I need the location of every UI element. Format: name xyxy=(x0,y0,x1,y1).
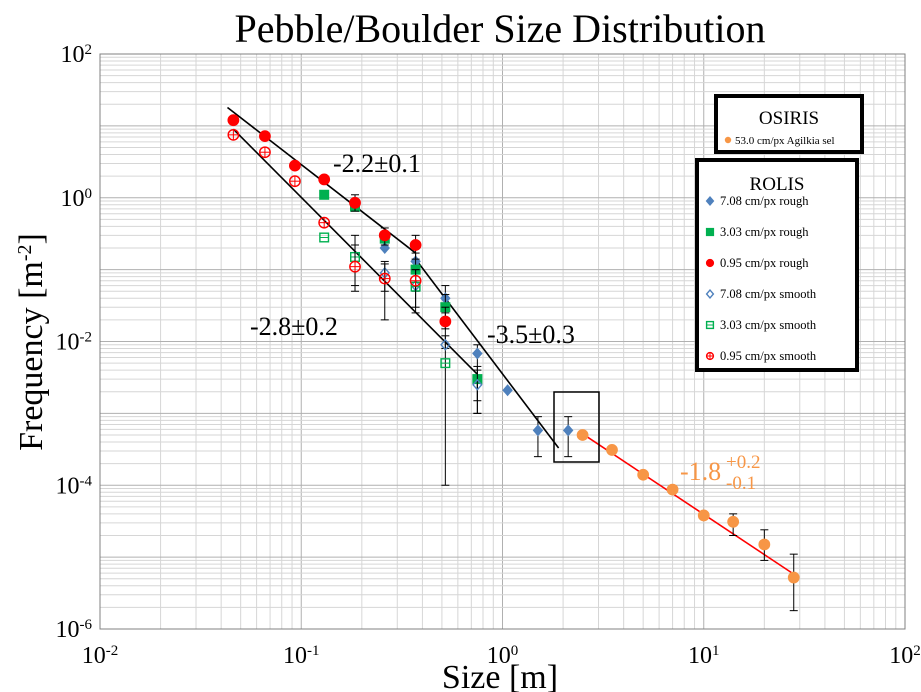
x-tick-base: 10 xyxy=(487,643,511,669)
fit-label-osiris-sup: +0.2 xyxy=(726,452,760,473)
legend-rolis-box xyxy=(695,158,859,372)
y-tick-exp: -2 xyxy=(80,330,93,346)
y-tick-base: 10 xyxy=(56,617,80,643)
data-point-r095 xyxy=(259,130,271,143)
legend-entry-r708: 7.08 cm/px rough xyxy=(720,194,809,208)
y-tick-label: 102 xyxy=(61,42,93,68)
y-tick-label: 100 xyxy=(61,186,93,212)
y-tick-exp: 2 xyxy=(85,42,93,58)
legend-rolis-entries: 7.08 cm/px rough 3.03 cm/px rough 0.95 cm/… xyxy=(705,194,817,363)
data-point-r095 xyxy=(318,173,331,186)
legend-entry-osiris: 53.0 cm/px Agilkia sel xyxy=(735,135,835,147)
legend-entry-s708: 7.08 cm/px smooth xyxy=(720,287,817,301)
fit-label-smooth: -2.8±0.2 xyxy=(250,312,338,341)
x-tick-label: 101 xyxy=(688,643,720,669)
data-point-osiris xyxy=(606,444,618,456)
fit-line xyxy=(414,258,560,449)
data-point-r095 xyxy=(227,114,240,127)
legend-marker-r095 xyxy=(705,258,715,268)
data-point-osiris xyxy=(576,429,589,441)
legend-osiris-title: OSIRIS xyxy=(759,108,819,129)
y-tick-base: 10 xyxy=(56,330,80,356)
x-tick-base: 10 xyxy=(82,643,106,669)
data-point-r708 xyxy=(379,241,390,255)
fit-label-osiris-sub: -0.1 xyxy=(726,473,756,494)
legend-entry-s095: 0.95 cm/px smooth xyxy=(720,349,817,363)
y-tick-label: 10-2 xyxy=(56,330,93,356)
legend-marker-osiris xyxy=(724,136,732,144)
data-point-r095 xyxy=(349,196,361,209)
y-tick-base: 10 xyxy=(61,42,85,68)
y-tick-label: 10-4 xyxy=(56,473,93,499)
legend-entry-s303: 3.03 cm/px smooth xyxy=(720,318,817,332)
x-tick-label: 102 xyxy=(889,643,921,669)
x-tick-base: 10 xyxy=(889,643,913,669)
data-point-osiris xyxy=(697,509,710,522)
data-point-r095 xyxy=(439,315,452,328)
y-tick-exp: -4 xyxy=(80,473,93,489)
y-tick-base: 10 xyxy=(56,473,80,499)
fit-label-steep: -3.5±0.3 xyxy=(487,320,575,349)
x-tick-exp: 1 xyxy=(712,643,720,659)
legend-marker-r708 xyxy=(705,196,715,206)
data-point-r708 xyxy=(562,424,574,437)
x-tick-base: 10 xyxy=(283,643,307,669)
legend-rolis-title: ROLIS xyxy=(750,174,805,195)
y-tick-exp: -6 xyxy=(80,617,93,633)
data-point-s708 xyxy=(440,338,451,351)
chart-title: Pebble/Boulder Size Distribution xyxy=(234,6,765,51)
data-point-s708 xyxy=(472,378,483,391)
x-axis-label: Size [m] xyxy=(442,659,558,692)
x-tick-exp: 0 xyxy=(511,643,519,659)
data-point-r708 xyxy=(532,424,544,437)
fit-line xyxy=(578,430,795,575)
legend-entry-r095: 0.95 cm/px rough xyxy=(720,256,809,270)
data-point-r095 xyxy=(378,229,391,242)
data-point-r708 xyxy=(502,384,513,397)
plot-frame xyxy=(99,53,906,630)
data-point-r303 xyxy=(319,189,330,200)
x-tick-label: 10-1 xyxy=(283,643,320,669)
legend-entry-r303: 3.03 cm/px rough xyxy=(720,225,809,239)
fit-label-rough: -2.2±0.1 xyxy=(333,149,421,178)
data-point-r095 xyxy=(409,239,422,251)
y-tick-base: 10 xyxy=(61,186,85,212)
legend-rolis: ROLIS 7.08 cm/px rough 3.03 cm/px rough 0.… xyxy=(695,158,859,372)
data-point-osiris xyxy=(787,571,800,584)
y-tick-exp: 0 xyxy=(85,186,93,202)
x-tick-exp: -2 xyxy=(106,643,119,659)
legend-marker-s708 xyxy=(705,289,715,299)
fit-label-osiris: -1.8 +0.2 -0.1 xyxy=(680,452,760,494)
data-point-osiris xyxy=(758,538,771,551)
highlight-box xyxy=(553,391,600,463)
fit-label-osiris-base: -1.8 xyxy=(680,457,721,486)
y-axis-label: Frequency [m-2] xyxy=(13,233,50,451)
x-tick-label: 100 xyxy=(487,643,519,669)
data-point-osiris xyxy=(666,483,679,496)
y-tick-label: 10-6 xyxy=(56,617,93,643)
data-point-r095 xyxy=(289,159,301,172)
x-tick-exp: 2 xyxy=(913,643,921,659)
data-point-osiris xyxy=(637,468,650,481)
data-points xyxy=(227,114,800,612)
legend-osiris: OSIRIS 53.0 cm/px Agilkia sel xyxy=(714,94,864,154)
data-point-osiris xyxy=(727,515,740,528)
x-tick-exp: -1 xyxy=(307,643,320,659)
x-tick-label: 10-2 xyxy=(82,643,119,669)
legend-marker-r303 xyxy=(705,227,715,237)
x-tick-base: 10 xyxy=(688,643,712,669)
legend-osiris-box xyxy=(714,94,864,154)
data-point-r708 xyxy=(472,347,483,360)
x-tick-labels: 10-2 10-1 100 101 102 xyxy=(82,643,921,669)
